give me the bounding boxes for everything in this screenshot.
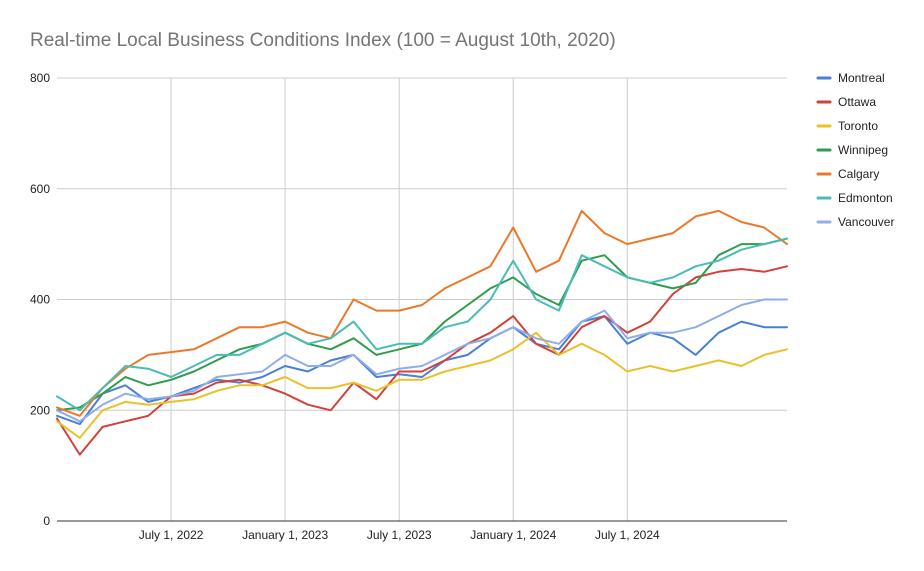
- axis-layer: 0 200 400 600 800 July 1, 2022 January 1, 2023…: [30, 71, 787, 542]
- series-line-edmonton: [56, 237, 788, 412]
- y-tick-label: 200: [30, 403, 50, 417]
- legend-item-calgary[interactable]: Calgary: [816, 167, 879, 181]
- series-layer: [56, 209, 788, 456]
- x-tick-label: January 1, 2023: [242, 528, 328, 542]
- series-line-vancouver: [56, 298, 788, 423]
- series-line-toronto: [56, 331, 788, 439]
- legend-item-edmonton[interactable]: Edmonton: [816, 191, 893, 205]
- legend-item-ottawa[interactable]: Ottawa: [816, 95, 876, 109]
- legend-item-montreal[interactable]: Montreal: [816, 71, 885, 85]
- legend-item-winnipeg[interactable]: Winnipeg: [816, 143, 888, 157]
- legend-label-montreal: Montreal: [838, 71, 885, 85]
- y-tick-label: 400: [30, 293, 50, 307]
- y-tick-label: 800: [30, 71, 50, 85]
- series-line-ottawa: [56, 265, 788, 456]
- legend-label-ottawa: Ottawa: [838, 95, 876, 109]
- legend-item-vancouver[interactable]: Vancouver: [816, 215, 894, 229]
- y-tick-label: 0: [43, 514, 50, 528]
- legend: Montreal Ottawa Toronto Winnipeg Calgary Edmo…: [816, 71, 894, 229]
- grid-layer: [57, 77, 787, 521]
- legend-label-vancouver: Vancouver: [838, 215, 894, 229]
- legend-item-toronto[interactable]: Toronto: [816, 119, 878, 133]
- legend-label-winnipeg: Winnipeg: [838, 143, 888, 157]
- legend-label-toronto: Toronto: [838, 119, 878, 133]
- x-tick-label: July 1, 2023: [367, 528, 432, 542]
- chart-title: Real-time Local Business Conditions Inde…: [30, 30, 616, 51]
- y-tick-label: 600: [30, 182, 50, 196]
- x-tick-label: July 1, 2022: [139, 528, 204, 542]
- x-tick-label: January 1, 2024: [470, 528, 556, 542]
- legend-label-calgary: Calgary: [838, 167, 879, 181]
- series-line-calgary: [56, 209, 788, 417]
- legend-label-edmonton: Edmonton: [838, 191, 893, 205]
- series-line-winnipeg: [56, 237, 788, 412]
- x-tick-label: July 1, 2024: [595, 528, 660, 542]
